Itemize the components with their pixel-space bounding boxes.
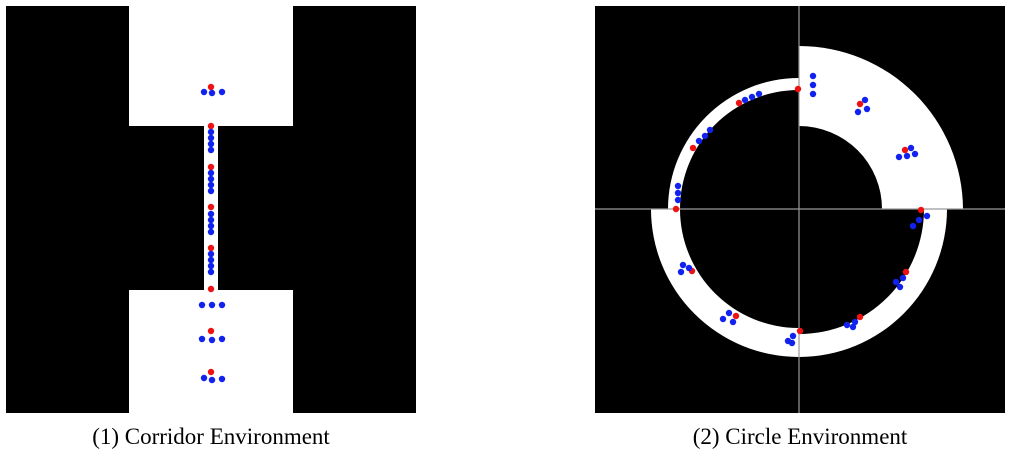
- leader-agent: [901, 146, 909, 154]
- follower-agent: [809, 90, 817, 98]
- follower-agent: [911, 150, 919, 158]
- follower-agent: [208, 336, 216, 344]
- circle-environment-panel: [595, 6, 1005, 413]
- follower-agent: [207, 250, 215, 258]
- follower-agent: [207, 210, 215, 218]
- follower-agent: [741, 96, 749, 104]
- leader-agent: [207, 244, 215, 252]
- follower-agent: [207, 216, 215, 224]
- follower-agent: [200, 374, 208, 382]
- leader-agent: [856, 100, 864, 108]
- follower-agent: [899, 274, 907, 282]
- follower-agent: [207, 128, 215, 136]
- corridor-caption: (1) Corridor Environment: [92, 424, 330, 449]
- leader-agent: [672, 205, 680, 213]
- follower-agent: [677, 268, 685, 276]
- leader-agent: [207, 203, 215, 211]
- follower-agent: [207, 169, 215, 177]
- follower-agent: [843, 321, 851, 329]
- circle-inner-obstacle-upper-left: [680, 90, 799, 209]
- leader-agent: [207, 122, 215, 130]
- follower-agent: [200, 88, 208, 96]
- follower-agent: [706, 126, 714, 134]
- follower-agent: [208, 376, 216, 384]
- leader-agent: [794, 85, 802, 93]
- follower-agent: [207, 187, 215, 195]
- leader-agent: [207, 285, 215, 293]
- leader-agent: [207, 83, 215, 91]
- follower-agent: [809, 72, 817, 80]
- follower-agent: [218, 375, 226, 383]
- follower-agent: [207, 140, 215, 148]
- corridor-agents: [198, 83, 226, 384]
- leader-agent: [735, 99, 743, 107]
- follower-agent: [915, 216, 923, 224]
- corridor-top-room: [129, 6, 293, 126]
- follower-agent: [851, 318, 859, 326]
- leader-agent: [732, 312, 740, 320]
- follower-agent: [207, 268, 215, 276]
- follower-agent: [725, 309, 733, 317]
- follower-agent: [207, 134, 215, 142]
- follower-agent: [892, 278, 900, 286]
- leader-agent: [207, 368, 215, 376]
- leader-agent: [207, 327, 215, 335]
- follower-agent: [903, 152, 911, 160]
- follower-agent: [207, 222, 215, 230]
- follower-agent: [674, 196, 682, 204]
- follower-agent: [748, 93, 756, 101]
- follower-agent: [809, 81, 817, 89]
- circle-environment-map: [595, 6, 1005, 413]
- leader-agent: [902, 268, 910, 276]
- follower-agent: [863, 105, 871, 113]
- follower-agent: [909, 222, 917, 230]
- corridor-environment-map: [6, 6, 416, 413]
- follower-agent: [701, 132, 709, 140]
- circle-inner-obstacle-lower-right: [799, 209, 924, 334]
- leader-agent: [917, 206, 925, 214]
- follower-agent: [207, 228, 215, 236]
- follower-agent: [218, 88, 226, 96]
- follower-agent: [207, 146, 215, 154]
- follower-agent: [695, 137, 703, 145]
- follower-agent: [207, 262, 215, 270]
- follower-agent: [896, 283, 904, 291]
- follower-agent: [861, 96, 869, 104]
- follower-agent: [719, 315, 727, 323]
- follower-agent: [923, 212, 931, 220]
- leader-agent: [689, 144, 697, 152]
- follower-agent: [907, 144, 915, 152]
- follower-agent: [854, 108, 862, 116]
- follower-agent: [729, 318, 737, 326]
- circle-inner-obstacle-upper-right: [799, 126, 882, 209]
- follower-agent: [679, 261, 687, 269]
- follower-agent: [895, 153, 903, 161]
- follower-agent: [207, 175, 215, 183]
- follower-agent: [789, 332, 797, 340]
- leader-agent: [207, 163, 215, 171]
- follower-agent: [218, 301, 226, 309]
- follower-agent: [674, 182, 682, 190]
- circle-inner-obstacle-lower-left: [680, 209, 799, 328]
- leader-agent: [796, 327, 804, 335]
- follower-agent: [208, 89, 216, 97]
- follower-agent: [849, 323, 857, 331]
- follower-agent: [207, 256, 215, 264]
- follower-agent: [207, 181, 215, 189]
- follower-agent: [218, 335, 226, 343]
- follower-agent: [198, 335, 206, 343]
- follower-agent: [755, 90, 763, 98]
- follower-agent: [685, 264, 693, 272]
- follower-agent: [208, 301, 216, 309]
- corridor-environment-panel: [6, 6, 416, 413]
- corridor-bottom-room: [129, 290, 293, 413]
- circle-agents: [672, 72, 931, 347]
- leader-agent: [856, 313, 864, 321]
- follower-agent: [674, 189, 682, 197]
- follower-agent: [788, 339, 796, 347]
- follower-agent: [198, 301, 206, 309]
- circle-caption: (2) Circle Environment: [692, 424, 908, 449]
